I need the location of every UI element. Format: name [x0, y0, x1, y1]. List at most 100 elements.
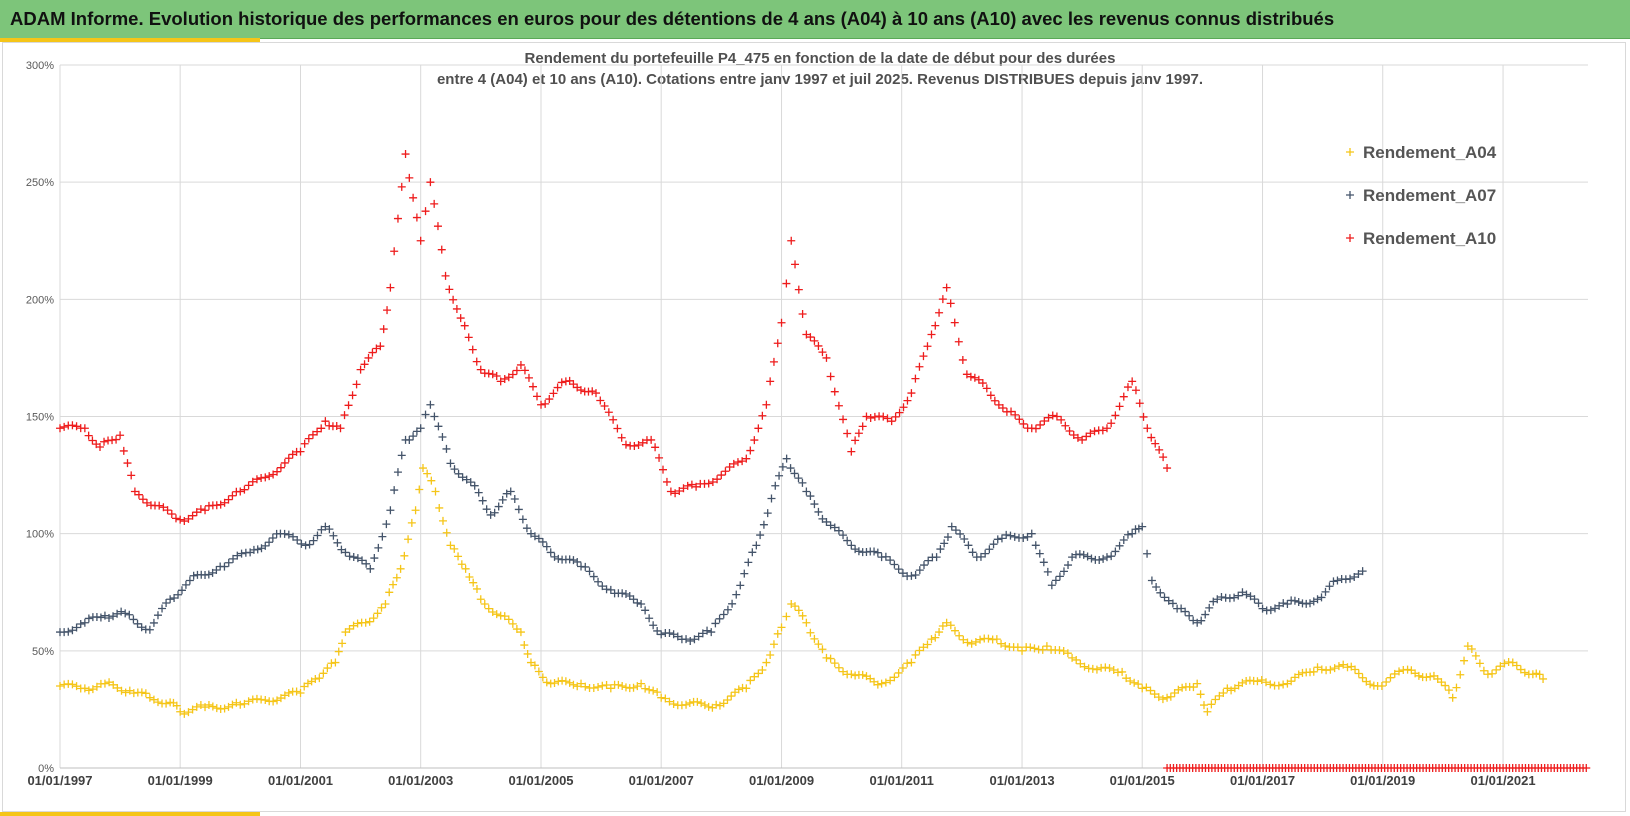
data-point [898, 569, 907, 578]
data-point [533, 392, 542, 401]
data-point [723, 696, 732, 705]
x-tick-label: 01/01/2021 [1471, 773, 1536, 788]
data-point [1040, 417, 1049, 426]
data-point [237, 549, 246, 558]
data-point [308, 430, 317, 439]
data-point [1512, 661, 1521, 670]
data-point [121, 688, 130, 697]
data-point [125, 610, 134, 619]
data-point [1326, 665, 1335, 674]
data-point [1306, 599, 1314, 608]
data-point [537, 400, 546, 409]
data-point [675, 487, 684, 496]
data-point [894, 565, 903, 574]
data-point [997, 534, 1006, 543]
y-tick-label: 200% [26, 294, 54, 306]
x-axis-ticks: 01/01/1997 01/01/1999 01/01/2001 01/01/2003… [27, 773, 1535, 788]
data-point [166, 595, 175, 604]
data-point [133, 619, 142, 628]
data-point [1217, 593, 1226, 602]
data-point [364, 353, 373, 362]
data-point [492, 610, 501, 619]
data-point [303, 679, 312, 688]
data-point [341, 548, 350, 557]
data-point [604, 408, 613, 417]
data-point [72, 682, 81, 691]
data-point [1115, 402, 1124, 411]
data-point [1086, 429, 1095, 438]
data-point [750, 436, 759, 445]
data-point [659, 465, 668, 474]
data-point [826, 654, 835, 663]
data-point [588, 387, 597, 396]
data-point [649, 686, 658, 695]
data-point [317, 424, 326, 433]
data-point [176, 515, 185, 524]
data-point [1063, 649, 1072, 658]
data-point [416, 424, 425, 433]
data-point [338, 639, 347, 648]
data-point [142, 498, 151, 507]
data-point [382, 520, 391, 529]
data-point [474, 488, 483, 497]
data-point [1213, 595, 1222, 604]
data-point [971, 637, 980, 646]
data-point [1414, 671, 1423, 680]
data-point [557, 378, 566, 387]
data-point [236, 700, 245, 709]
data-point [117, 607, 126, 616]
accent-bar-bottom [0, 812, 260, 816]
data-point [715, 614, 724, 623]
data-point [379, 325, 388, 334]
data-point [506, 487, 515, 496]
data-point [993, 535, 1002, 544]
data-point [637, 599, 646, 608]
data-point [1123, 530, 1132, 539]
data-point [516, 360, 525, 369]
data-point [381, 599, 390, 608]
data-point [1358, 673, 1367, 682]
data-point [72, 623, 81, 632]
data-point [1500, 659, 1509, 668]
data-point [1111, 411, 1120, 420]
data-point [1193, 618, 1202, 627]
data-point [201, 703, 210, 712]
data-point [618, 589, 627, 598]
data-point [1155, 445, 1164, 454]
data-point [798, 310, 807, 319]
y-tick-label: 300% [26, 60, 54, 72]
data-point [1334, 662, 1343, 671]
legend-marker [1346, 191, 1354, 199]
data-point [822, 653, 831, 662]
data-point [690, 635, 699, 644]
data-point [645, 685, 654, 694]
data-point [472, 357, 481, 366]
data-point [1082, 432, 1091, 441]
data-point [273, 467, 282, 476]
data-point [261, 473, 270, 482]
data-point [514, 505, 523, 514]
data-point [534, 534, 543, 543]
data-point [923, 640, 932, 649]
data-point [504, 373, 513, 382]
data-point [976, 552, 985, 561]
data-point [492, 372, 501, 381]
data-point [1516, 665, 1525, 674]
data-point [1044, 413, 1053, 422]
data-point [1163, 464, 1172, 473]
data-point [541, 399, 550, 408]
data-point [903, 396, 912, 405]
data-point [496, 377, 505, 386]
data-point [265, 472, 274, 481]
data-point [554, 677, 563, 686]
data-point [673, 632, 682, 641]
data-point [452, 304, 461, 313]
data-point [561, 677, 570, 686]
data-point [530, 661, 539, 670]
data-point [1313, 663, 1322, 672]
data-point [280, 458, 289, 467]
data-point [1069, 431, 1078, 440]
data-point [963, 638, 972, 647]
data-point [976, 635, 985, 644]
data-point [464, 333, 473, 342]
